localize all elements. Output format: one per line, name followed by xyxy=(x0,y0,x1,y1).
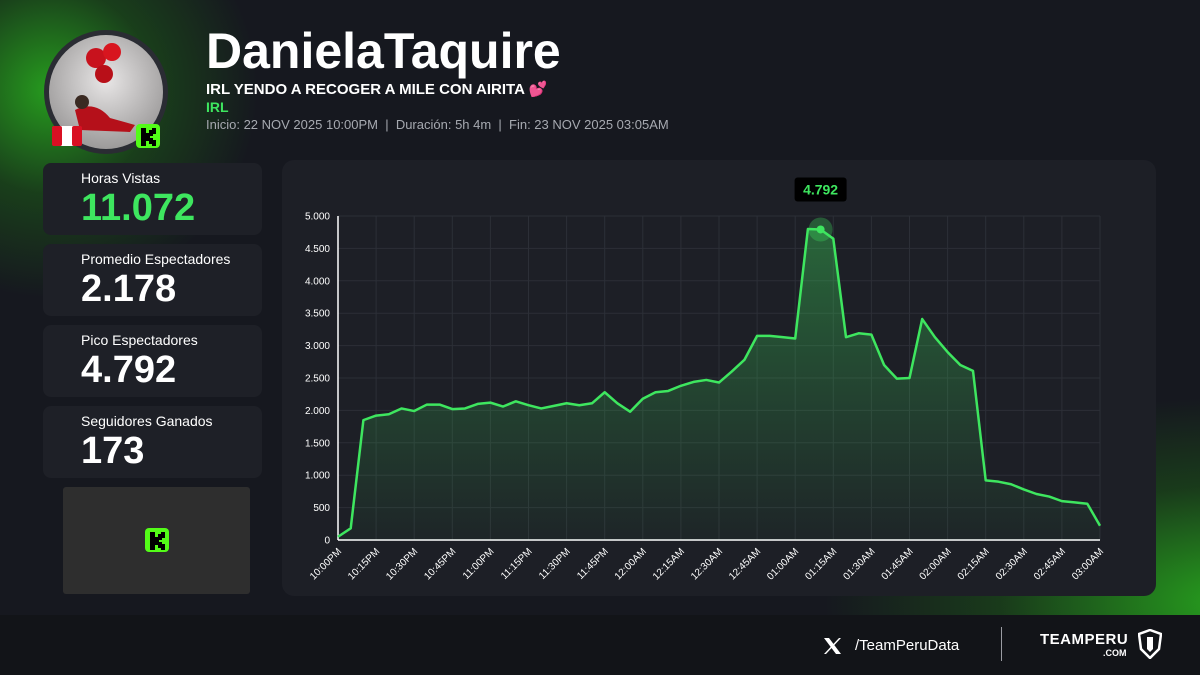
x-tick-label: 10:30PM xyxy=(384,546,420,582)
x-tick-label: 02:45AM xyxy=(1032,546,1068,582)
x-tick-label: 03:00AM xyxy=(1070,546,1106,582)
y-tick-label: 0 xyxy=(324,536,330,547)
stat-card: Horas Vistas 11.072 xyxy=(43,163,262,235)
stat-value: 2.178 xyxy=(81,268,177,310)
x-tick-label: 01:45AM xyxy=(880,546,916,582)
x-tick-label: 12:45AM xyxy=(727,546,763,582)
x-tick-label: 01:15AM xyxy=(803,546,839,582)
line xyxy=(337,227,1102,538)
x-tick-label: 11:15PM xyxy=(499,546,535,582)
stat-label: Promedio Espectadores xyxy=(81,251,231,267)
stat-value: 11.072 xyxy=(81,187,196,229)
y-tick-label: 2.000 xyxy=(305,406,330,417)
streamer-name: DanielaTaquire xyxy=(206,23,561,79)
stat-value: 4.792 xyxy=(81,349,177,391)
x-tick-label: 10:15PM xyxy=(346,546,382,582)
x-tick-label: 12:30AM xyxy=(689,546,725,582)
y-tick-label: 5.000 xyxy=(305,212,330,223)
y-tick-label: 500 xyxy=(313,503,330,514)
y-tick-label: 4.500 xyxy=(305,244,330,255)
divider xyxy=(1001,627,1002,661)
chart-panel: 0 500 1.000 1.500 2.000 2.500 3.000 3.500 4.000 4… xyxy=(282,160,1156,596)
footer: /TeamPeruData TEAMPERU .COM xyxy=(0,615,1200,675)
stat-card: Promedio Espectadores 2.178 xyxy=(43,244,262,316)
x-tick-label: 01:30AM xyxy=(841,546,877,582)
stat-card: Seguidores Ganados 173 xyxy=(43,406,262,478)
stat-label: Pico Espectadores xyxy=(81,332,198,348)
x-tick-label: 12:15AM xyxy=(651,546,687,582)
x-tick-label: 12:00AM xyxy=(613,546,649,582)
shield-logo xyxy=(1138,629,1162,659)
peak-marker xyxy=(816,225,825,234)
stat-label: Horas Vistas xyxy=(81,170,161,186)
stat-card: Pico Espectadores 4.792 xyxy=(43,325,262,397)
y-tick-label: 3.500 xyxy=(305,309,330,320)
x-tick-label: 02:15AM xyxy=(956,546,992,582)
data-label: 4.792 xyxy=(803,181,838,197)
platform-box xyxy=(63,487,250,594)
x-tick-label: 11:45PM xyxy=(575,546,611,582)
y-tick-label: 4.000 xyxy=(305,276,330,287)
y-tick-label: 3.000 xyxy=(305,341,330,352)
area xyxy=(338,228,1100,540)
x-tick-label: 10:45PM xyxy=(422,546,458,582)
x-logo xyxy=(824,638,841,654)
brand-suffix: .COM xyxy=(1103,648,1127,658)
stat-value: 173 xyxy=(81,430,145,472)
y-tick-label: 1.000 xyxy=(305,471,330,482)
category: IRL xyxy=(206,99,229,115)
brand: TEAMPERU xyxy=(1040,631,1129,648)
y-tick-label: 2.500 xyxy=(305,374,330,385)
x-tick-label: 11:00PM xyxy=(461,546,497,582)
stream-title: IRL YENDO A RECOGER A MILE CON AIRITA 💕 xyxy=(206,81,548,98)
stream-info: Inicio: 22 NOV 2025 10:00PM | Duración: … xyxy=(206,117,669,132)
y-tick-label: 1.500 xyxy=(305,438,330,449)
handle: /TeamPeruData xyxy=(855,637,960,654)
avatar xyxy=(44,30,168,154)
x-tick-label: 01:00AM xyxy=(765,546,801,582)
x-tick-label: 02:00AM xyxy=(918,546,954,582)
chart: 0 500 1.000 1.500 2.000 2.500 3.000 3.500 4.000 4… xyxy=(305,177,1106,582)
stat-label: Seguidores Ganados xyxy=(81,413,213,429)
x-tick-label: 11:30PM xyxy=(537,546,573,582)
x-tick-label: 02:30AM xyxy=(994,546,1030,582)
label-box xyxy=(794,177,847,202)
x-tick-label: 10:00PM xyxy=(308,546,344,582)
